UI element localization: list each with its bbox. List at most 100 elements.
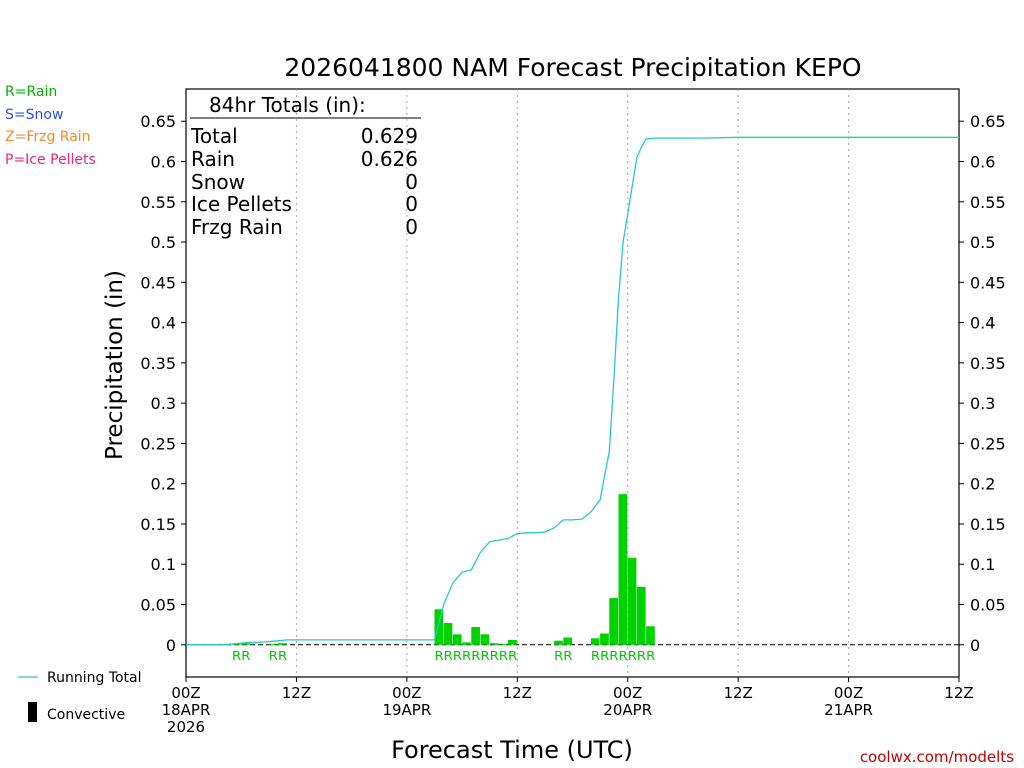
- ytick-left-label-0.2: 0.2: [151, 475, 176, 494]
- precip-bar-11h: [278, 643, 287, 645]
- series-legend: Running Total Convective: [18, 670, 142, 723]
- ytick-left-label-0: 0: [166, 636, 176, 655]
- ytick-right-label-0.15: 0.15: [970, 515, 1006, 534]
- totals-label-ice-pellets: Ice Pellets: [191, 192, 292, 216]
- precip-bar-48h: [618, 494, 628, 645]
- xtick-label-0h-line3: 2026: [167, 718, 205, 736]
- precip-bar-41h: [554, 640, 563, 645]
- legend-snow: S=Snow: [5, 107, 63, 123]
- precip-bar-50h: [636, 586, 646, 645]
- xtick-label-0h-line1: 00Z: [171, 684, 200, 702]
- totals-label-snow: Snow: [191, 170, 245, 194]
- y-axis-title: Precipitation (in): [102, 270, 128, 460]
- precip-bar-36h: [508, 639, 517, 645]
- ytick-left-label-0.45: 0.45: [140, 273, 176, 292]
- xtick-label-24h-line2: 19APR: [382, 701, 431, 719]
- ytick-right-label-0.5: 0.5: [970, 233, 995, 252]
- ytick-left-label-0.1: 0.1: [151, 555, 176, 574]
- precip-bar-10h: [268, 643, 278, 645]
- x-axis-title: Forecast Time (UTC): [391, 736, 633, 764]
- precip-bar-49h: [627, 557, 637, 645]
- legend-rain: R=Rain: [5, 84, 57, 100]
- totals-label-rain: Rain: [191, 147, 235, 171]
- plot-frame: [185, 88, 960, 678]
- xtick-label-48h-line1: 00Z: [613, 684, 642, 702]
- precip-bar-46h: [600, 633, 609, 645]
- credit-text: coolwx.com/modelts: [860, 748, 1014, 766]
- precip-bar-28h: [434, 609, 444, 645]
- ytick-right-label-0.4: 0.4: [970, 314, 995, 333]
- chart-title: 2026041800 NAM Forecast Precipitation KE…: [284, 53, 861, 82]
- ytick-left-label-0.4: 0.4: [151, 314, 176, 333]
- ytick-left-label-0.35: 0.35: [140, 354, 176, 373]
- precip-type-legend: R=Rain S=Snow Z=Frzg Rain P=Ice Pellets: [5, 84, 96, 168]
- bar-series: [232, 494, 655, 645]
- ytick-right-label-0: 0: [970, 636, 980, 655]
- precip-bar-32h: [471, 627, 480, 645]
- precip-type-label-2: RR: [269, 649, 287, 663]
- legend-running-total: Running Total: [47, 670, 142, 686]
- legend-convective: Convective: [47, 707, 125, 723]
- y-axis-ticks: 0 00.05 0.050.1 0.10.15 0.150.2 0.20.25 0.250.…: [140, 112, 1005, 655]
- precip-type-label-5: RRRRRRR: [591, 649, 655, 663]
- xtick-label-36h-line1: 12Z: [503, 684, 532, 702]
- totals-box: 84hr Totals (in): Total 0.629 Rain 0.626…: [190, 93, 421, 239]
- ytick-right-label-0.3: 0.3: [970, 394, 995, 413]
- totals-value-frzg-rain: 0: [405, 215, 418, 239]
- xtick-label-84h-line1: 12Z: [944, 684, 973, 702]
- ytick-left-label-0.55: 0.55: [140, 193, 176, 212]
- precip-bar-42h: [563, 637, 572, 645]
- ytick-right-label-0.65: 0.65: [970, 112, 1006, 131]
- ytick-left-label-0.6: 0.6: [151, 152, 176, 171]
- legend-ice-pellets: P=Ice Pellets: [5, 152, 96, 168]
- running-total-series: [186, 136, 959, 646]
- xtick-label-12h-line1: 12Z: [282, 684, 311, 702]
- precip-type-label-3: RRRRRRRRR: [434, 649, 517, 663]
- ytick-right-label-0.1: 0.1: [970, 555, 995, 574]
- xtick-label-72h-line1: 00Z: [834, 684, 863, 702]
- precip-bar-35h: [498, 643, 508, 645]
- ytick-right-label-0.6: 0.6: [970, 152, 995, 171]
- precip-bar-34h: [489, 643, 499, 645]
- xtick-label-72h-line2: 21APR: [824, 701, 873, 719]
- precip-type-label-4: RR: [554, 649, 572, 663]
- ytick-left-label-0.5: 0.5: [151, 233, 176, 252]
- totals-value-total: 0.629: [361, 124, 418, 148]
- precip-bar-29h: [443, 623, 453, 645]
- ytick-left-label-0.05: 0.05: [140, 596, 176, 615]
- xtick-label-48h-line2: 20APR: [603, 701, 652, 719]
- precip-bar-51h: [646, 626, 655, 645]
- xtick-label-0h-line2: 18APR: [162, 701, 211, 719]
- ytick-right-label-0.55: 0.55: [970, 193, 1006, 212]
- ytick-right-label-0.35: 0.35: [970, 354, 1006, 373]
- totals-label-frzg-rain: Frzg Rain: [191, 215, 283, 239]
- totals-value-rain: 0.626: [361, 147, 418, 171]
- gridlines: [295, 89, 850, 677]
- running-total-line: [186, 136, 959, 646]
- ytick-left-label-0.65: 0.65: [140, 112, 176, 131]
- ytick-right-label-0.05: 0.05: [970, 596, 1006, 615]
- legend-convective-swatch: [28, 702, 37, 722]
- precip-bar-30h: [452, 634, 462, 645]
- totals-label-total: Total: [190, 124, 238, 148]
- ytick-right-label-0.2: 0.2: [970, 475, 995, 494]
- precip-bar-47h: [609, 598, 619, 645]
- xtick-label-24h-line1: 00Z: [392, 684, 421, 702]
- ytick-right-label-0.25: 0.25: [970, 434, 1006, 453]
- precip-bar-31h: [462, 642, 471, 645]
- precip-type-labels: RR RR RRRRRRRRR RR RRRRRRR: [232, 649, 655, 663]
- totals-header: 84hr Totals (in):: [209, 93, 366, 117]
- legend-frzg-rain: Z=Frzg Rain: [5, 129, 91, 145]
- totals-value-ice-pellets: 0: [405, 192, 418, 216]
- totals-value-snow: 0: [405, 170, 418, 194]
- xtick-label-60h-line1: 12Z: [723, 684, 752, 702]
- precip-bar-45h: [590, 638, 600, 645]
- ytick-left-label-0.25: 0.25: [140, 434, 176, 453]
- precip-bar-6h: [232, 643, 241, 645]
- ytick-right-label-0.45: 0.45: [970, 273, 1006, 292]
- precip-bar-33h: [480, 634, 490, 645]
- ytick-left-label-0.15: 0.15: [140, 515, 176, 534]
- precip-bar-7h: [241, 643, 250, 645]
